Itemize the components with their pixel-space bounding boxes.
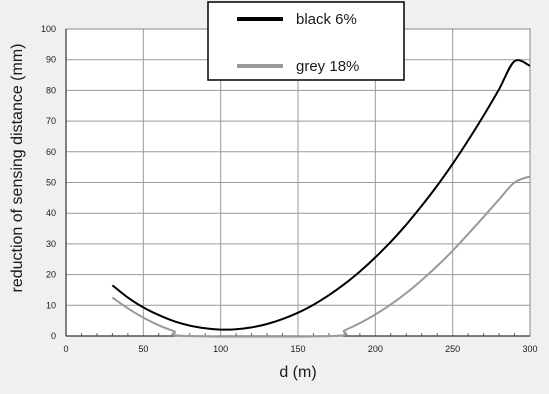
legend: black 6% grey 18% xyxy=(207,1,405,81)
x-tick-label: 100 xyxy=(213,344,228,354)
x-tick-label: 150 xyxy=(290,344,305,354)
y-axis-title: reduction of sensing distance (mm) xyxy=(9,44,26,293)
y-tick-label: 70 xyxy=(46,116,56,126)
y-tick-label: 20 xyxy=(46,270,56,280)
series-layer xyxy=(111,59,531,338)
legend-label-black: black 6% xyxy=(296,11,357,28)
series-line-1 xyxy=(111,175,531,338)
x-tick-label: 200 xyxy=(368,344,383,354)
legend-label-grey: grey 18% xyxy=(296,58,359,75)
y-tick-label: 100 xyxy=(41,24,56,34)
y-tick-label: 40 xyxy=(46,208,56,218)
series-line-0 xyxy=(111,59,531,331)
tick-labels: 0 50 100 150 200 250 300 0 10 20 30 40 50 60 70 80 90 100 xyxy=(41,24,538,354)
y-tick-label: 50 xyxy=(46,178,56,188)
x-tick-label: 0 xyxy=(63,344,68,354)
y-tick-label: 0 xyxy=(51,331,56,341)
y-tick-label: 30 xyxy=(46,239,56,249)
x-tick-label: 50 xyxy=(138,344,148,354)
y-tick-label: 10 xyxy=(46,300,56,310)
x-tick-label: 300 xyxy=(522,344,537,354)
y-tick-label: 90 xyxy=(46,55,56,65)
y-tick-label: 80 xyxy=(46,85,56,95)
x-tick-label: 250 xyxy=(445,344,460,354)
y-tick-label: 60 xyxy=(46,147,56,157)
x-axis-title: d (m) xyxy=(279,364,316,381)
